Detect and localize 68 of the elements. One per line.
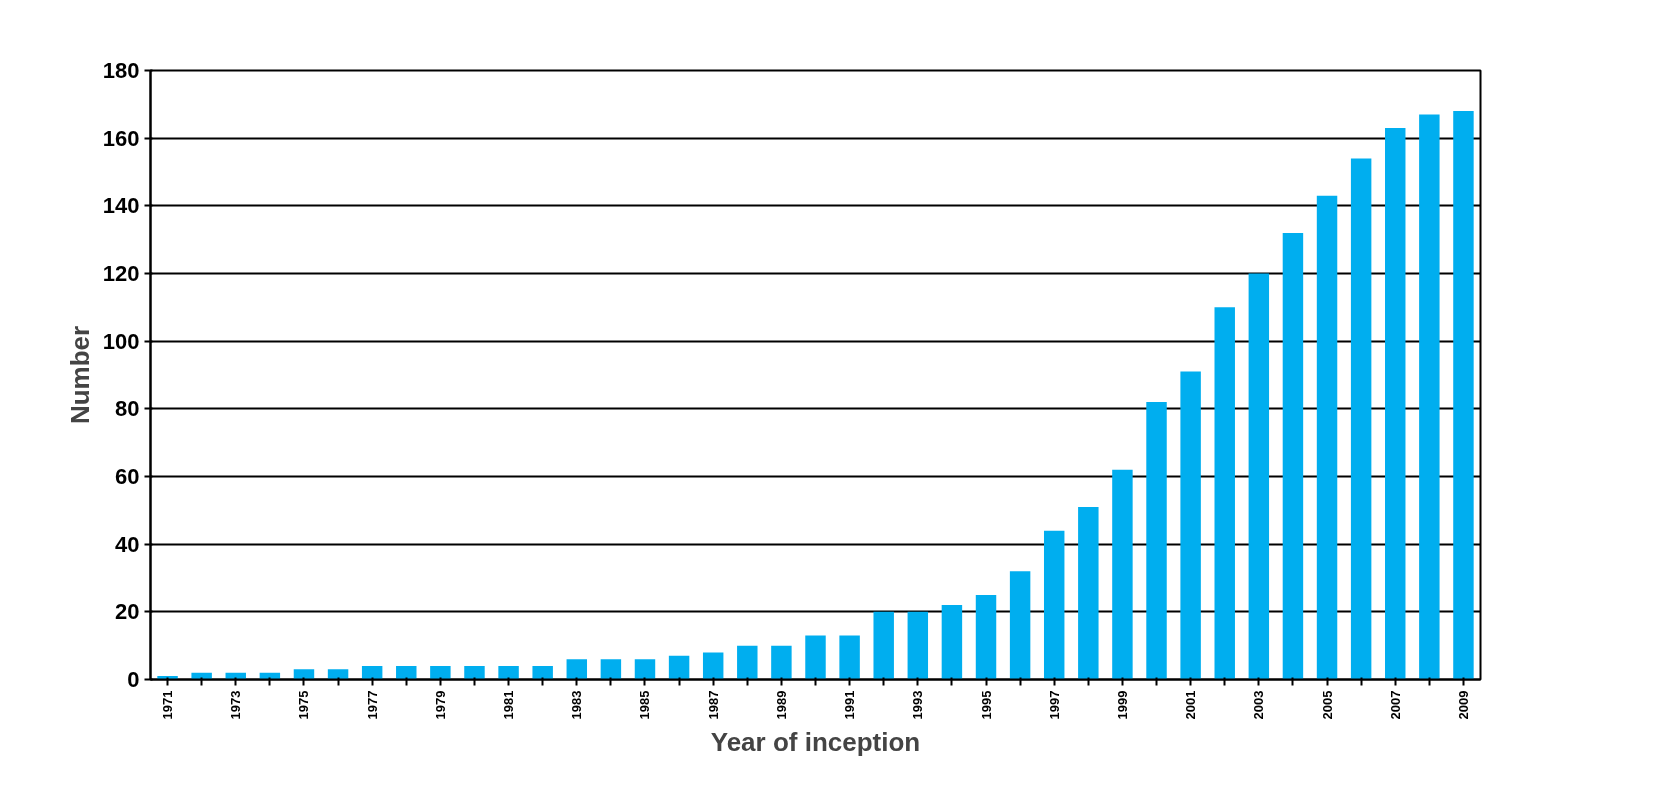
bar (1078, 506, 1099, 680)
bar (1009, 571, 1031, 680)
x-tick-label: 2009 (1455, 690, 1471, 720)
bar (1316, 195, 1338, 680)
x-tick-label: 1975 (296, 690, 312, 720)
x-tick-label: 1993 (910, 690, 926, 720)
y-tick-label: 60 (115, 464, 140, 489)
bar (873, 611, 894, 680)
x-tick-label: 1995 (978, 690, 994, 720)
bar (566, 659, 588, 680)
bar (1453, 111, 1474, 680)
x-tick-label: 2005 (1319, 690, 1335, 720)
bar (737, 645, 758, 680)
bar (430, 665, 451, 680)
x-tick-label: 1987 (705, 690, 721, 720)
y-tick-label: 180 (102, 58, 140, 83)
bar (600, 659, 622, 680)
bar (702, 652, 724, 680)
bar (1180, 371, 1201, 680)
y-tick-label: 20 (115, 599, 140, 625)
x-tick-label: 1971 (160, 690, 176, 720)
x-axis-title: Year of inception (710, 727, 921, 758)
bar (464, 665, 485, 680)
x-tick-label: 1999 (1114, 690, 1130, 720)
bar (941, 605, 963, 680)
y-tick-label: 140 (102, 193, 140, 219)
x-tick-label: 2007 (1387, 690, 1403, 720)
x-tick-label: 1989 (773, 690, 789, 720)
bar (1419, 114, 1440, 680)
y-tick-label: 40 (115, 531, 140, 557)
bar (327, 669, 349, 680)
bar (191, 672, 212, 680)
bar (1350, 158, 1372, 680)
y-tick-label: 0 (127, 667, 140, 692)
x-tick-label: 1973 (228, 690, 244, 720)
x-tick-label: 2003 (1251, 690, 1267, 720)
x-tick-label: 1997 (1046, 690, 1062, 720)
bar (1282, 232, 1304, 680)
y-axis-title: Number (64, 325, 95, 425)
bar (1248, 273, 1270, 680)
y-tick-label: 80 (115, 396, 140, 422)
bar (907, 611, 929, 680)
bar (805, 635, 826, 680)
bar (771, 645, 792, 680)
x-tick-label: 1979 (432, 690, 448, 720)
bar (361, 665, 383, 680)
bar (1385, 128, 1406, 680)
x-tick-label: 1981 (501, 690, 517, 720)
x-tick-label: 2001 (1183, 690, 1199, 720)
bar (1043, 530, 1065, 680)
bar (1146, 402, 1167, 680)
bar (1214, 307, 1235, 680)
bar (975, 594, 997, 680)
bar (839, 635, 860, 680)
x-tick-label: 1991 (842, 690, 858, 720)
bar (293, 669, 315, 680)
y-tick-label: 100 (102, 328, 140, 354)
x-tick-label: 1983 (569, 690, 585, 720)
bar (532, 665, 553, 680)
x-tick-label: 1985 (637, 690, 653, 720)
bar (1112, 469, 1133, 680)
bar (634, 659, 656, 680)
bar (668, 655, 690, 680)
bar (396, 665, 417, 680)
x-tick-label: 1977 (364, 690, 380, 720)
y-tick-label: 120 (102, 261, 140, 286)
bar (498, 665, 519, 680)
y-tick-label: 160 (102, 125, 140, 151)
